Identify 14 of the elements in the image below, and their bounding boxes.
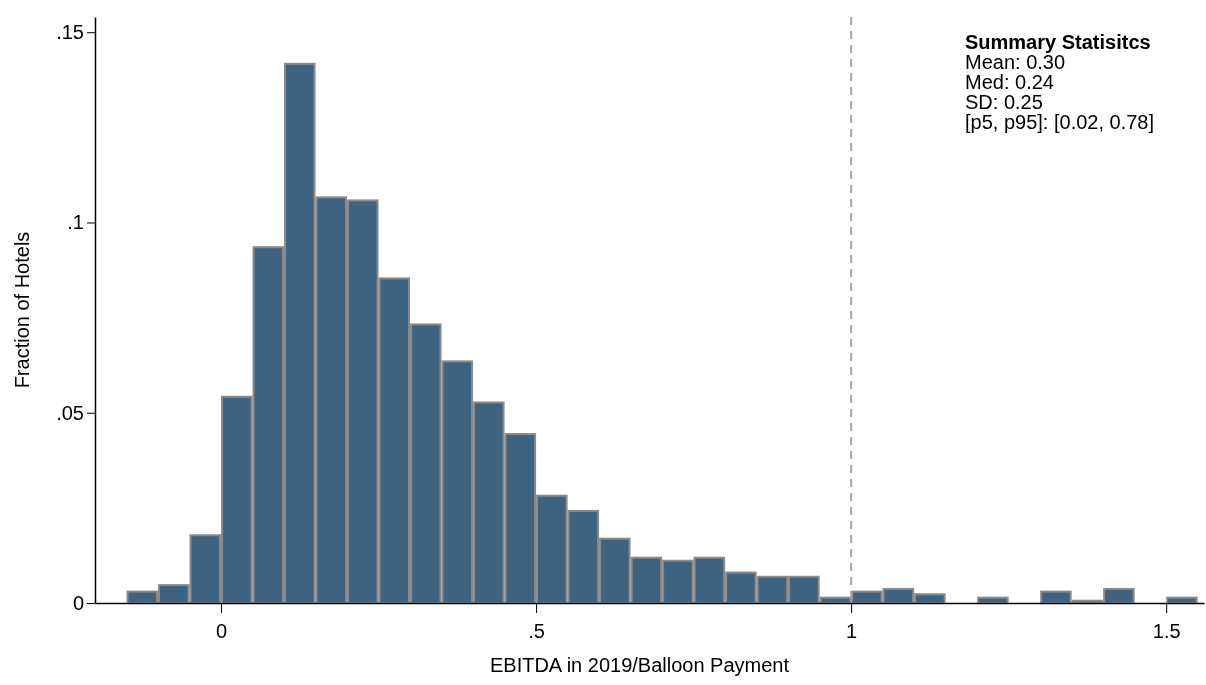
x-tick-label: 1 [846,620,858,642]
y-tick-label: .15 [56,21,84,44]
y-tick-label: 0 [72,591,84,614]
x-tick-label: 1.5 [1152,620,1181,642]
x-tick-label: 0 [215,620,228,642]
annotation: SD: 0.25 [965,91,1043,113]
x-tick-label: .5 [528,620,545,642]
annotation: Summary Statisitcs [965,31,1151,53]
annotation: [p5, p95]: [0.02, 0.78] [965,111,1155,133]
x-axis-title: EBITDA in 2019/Balloon Payment [489,654,790,676]
annotation: Med: 0.24 [965,71,1054,93]
y-axis-title: Fraction of Hotels [11,231,33,389]
y-tick-label: .05 [56,401,84,424]
y-tick-label: .1 [67,211,84,234]
